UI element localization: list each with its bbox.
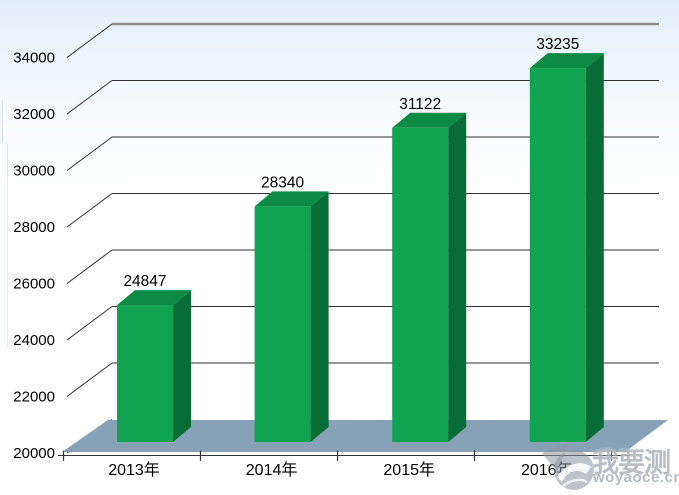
depth-tick-line <box>66 306 113 341</box>
category-label: 2014年 <box>246 461 298 479</box>
y-tick-label: 24000 <box>13 332 55 349</box>
bar-front-face <box>392 127 449 442</box>
y-tick-label: 22000 <box>13 389 55 406</box>
page-edge-line <box>2 100 3 144</box>
depth-tick-line <box>66 249 113 284</box>
depth-tick-line <box>66 193 113 228</box>
watermark-domain-text: woyaoce.cn <box>593 469 679 486</box>
value-label: 24847 <box>123 273 166 290</box>
bar-top-face <box>529 53 604 69</box>
bar-top-face <box>392 112 467 128</box>
bar-front-face <box>117 305 173 442</box>
floor-plane <box>62 420 668 452</box>
page-edge-strip <box>0 142 8 348</box>
y-tick-label: 32000 <box>13 106 55 123</box>
bar-front-face <box>254 206 311 442</box>
bar-front-face <box>529 68 586 442</box>
watermark-logo-icon <box>542 443 594 490</box>
bar-side-face <box>448 112 467 442</box>
y-tick-label: 30000 <box>13 163 55 180</box>
watermark-brand-text: 我要测 <box>592 448 671 478</box>
y-tick-label: 34000 <box>13 50 55 67</box>
bar-top-face <box>117 290 191 306</box>
bar-side-face <box>173 290 191 442</box>
y-tick-label: 28000 <box>13 219 55 236</box>
y-tick-label: 20000 <box>13 445 55 462</box>
bar-side-face <box>310 191 329 442</box>
depth-tick-line <box>66 362 113 397</box>
depth-tick-line <box>66 136 113 171</box>
bar-side-face <box>585 53 604 442</box>
depth-tick-line <box>66 23 113 58</box>
value-label: 31122 <box>399 96 441 113</box>
depth-tick-line <box>66 80 113 115</box>
category-label: 2015年 <box>383 461 435 479</box>
value-label: 33235 <box>536 36 579 53</box>
value-label: 28340 <box>261 174 304 191</box>
category-label: 2013年 <box>108 461 160 479</box>
bar-top-face <box>254 191 329 207</box>
y-tick-label: 26000 <box>13 276 55 293</box>
